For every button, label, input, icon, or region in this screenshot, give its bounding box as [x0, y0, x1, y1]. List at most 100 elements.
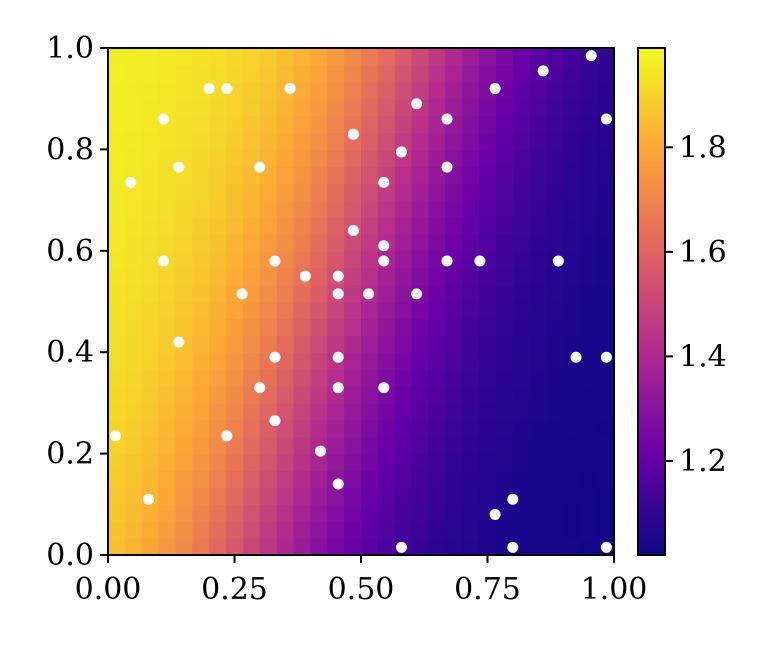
heatmap-cell	[462, 64, 480, 83]
heatmap-cell	[597, 98, 615, 117]
heatmap-cell	[276, 183, 295, 201]
heatmap-cell	[344, 335, 362, 353]
heatmap-cell	[495, 386, 514, 404]
heatmap-cell	[124, 149, 143, 167]
heatmap-cell	[529, 521, 548, 539]
heatmap-cell	[580, 538, 598, 556]
heatmap-cell	[512, 132, 531, 150]
heatmap-cell	[158, 149, 177, 167]
heatmap-cell	[192, 436, 210, 455]
heatmap-cell	[310, 335, 328, 353]
heatmap-cell	[546, 436, 564, 455]
heatmap-cell	[327, 487, 345, 505]
heatmap-cell	[124, 335, 143, 353]
heatmap-cell	[242, 436, 261, 455]
heatmap-cell	[546, 284, 564, 303]
heatmap-cell	[462, 115, 480, 134]
heatmap-cell	[192, 132, 210, 150]
heatmap-cell	[411, 402, 430, 421]
heatmap-cell	[394, 386, 413, 404]
heatmap-cell	[226, 149, 244, 167]
heatmap-cell	[259, 217, 278, 235]
heatmap-cell	[512, 453, 531, 472]
scatter-point	[507, 493, 519, 505]
heatmap-cell	[529, 48, 548, 66]
scatter-point	[254, 382, 266, 394]
heatmap-cell	[479, 352, 497, 370]
heatmap-cell	[445, 98, 463, 117]
heatmap-cell	[141, 419, 160, 438]
heatmap-cell	[158, 436, 177, 455]
heatmap-cell	[310, 267, 328, 286]
heatmap-cell	[226, 521, 244, 539]
heatmap-cell	[462, 149, 480, 167]
heatmap-cell	[141, 453, 160, 472]
heatmap-cell	[597, 284, 615, 303]
heatmap-cell	[394, 250, 413, 269]
heatmap-cell	[124, 352, 143, 370]
heatmap-cell	[580, 386, 598, 404]
heatmap-cell	[209, 470, 227, 488]
heatmap-cell	[377, 267, 396, 286]
heatmap-cell	[580, 149, 598, 167]
heatmap-cell	[529, 487, 548, 505]
heatmap-cell	[175, 233, 193, 252]
heatmap-cell	[327, 402, 345, 421]
heatmap-cell	[175, 369, 193, 387]
heatmap-cell	[158, 453, 177, 472]
heatmap-cell	[344, 352, 362, 370]
heatmap-cell	[377, 318, 396, 336]
heatmap-cell	[411, 48, 430, 66]
heatmap-cell	[546, 369, 564, 387]
heatmap-cell	[209, 149, 227, 167]
scatter-point	[378, 255, 390, 267]
heatmap-cell	[445, 470, 463, 488]
heatmap-cell	[226, 132, 244, 150]
heatmap-cell	[580, 521, 598, 539]
heatmap-cell	[276, 115, 295, 134]
heatmap-cell	[445, 81, 463, 100]
scatter-point	[585, 50, 597, 62]
heatmap-cell	[124, 301, 143, 319]
heatmap-cell	[259, 335, 278, 353]
heatmap-cell	[259, 132, 278, 150]
heatmap-cell	[428, 132, 446, 150]
heatmap-cell	[445, 267, 463, 286]
heatmap-cell	[479, 436, 497, 455]
heatmap-cell	[276, 284, 295, 303]
heatmap-cell	[512, 48, 531, 66]
heatmap-cell	[209, 217, 227, 235]
heatmap-cell	[124, 233, 143, 252]
heatmap-cell	[327, 504, 345, 522]
heatmap-cell	[293, 200, 311, 218]
heatmap-cell	[242, 335, 261, 353]
heatmap-cell	[327, 301, 345, 319]
scatter-point	[600, 113, 612, 125]
heatmap-cell	[259, 301, 278, 319]
heatmap-cell	[563, 318, 581, 336]
heatmap-cell	[259, 233, 278, 252]
heatmap-cell	[327, 183, 345, 201]
heatmap-cell	[411, 318, 430, 336]
heatmap-cell	[242, 470, 261, 488]
heatmap-cell	[276, 335, 295, 353]
heatmap-cell	[428, 166, 446, 184]
heatmap-cell	[580, 284, 598, 303]
heatmap-cell	[411, 183, 430, 201]
scatter-point	[254, 161, 266, 173]
scatter-point	[269, 255, 281, 267]
heatmap-cell	[158, 48, 177, 66]
heatmap-cell	[310, 284, 328, 303]
heatmap-cell	[310, 301, 328, 319]
heatmap-cell	[192, 369, 210, 387]
heatmap-cell	[108, 233, 126, 252]
heatmap-cell	[209, 98, 227, 117]
heatmap-cell	[445, 352, 463, 370]
heatmap-cell	[462, 538, 480, 556]
heatmap-cell	[394, 301, 413, 319]
heatmap-cell	[580, 487, 598, 505]
heatmap-cell	[141, 64, 160, 83]
heatmap-cell	[226, 233, 244, 252]
heatmap-cell	[276, 470, 295, 488]
x-tick-label: 1.00	[581, 572, 648, 607]
